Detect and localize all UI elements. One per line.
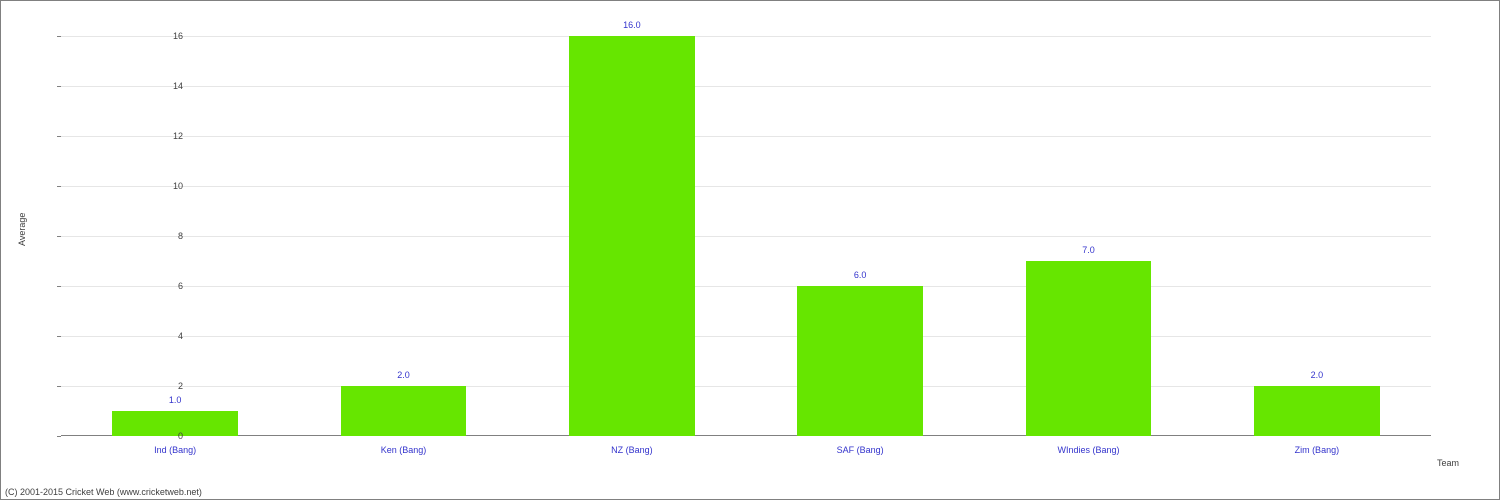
gridline [61, 386, 1431, 387]
y-tick-label: 14 [143, 81, 183, 91]
y-axis-title: Average [17, 213, 27, 246]
bar-value-label: 2.0 [354, 370, 454, 380]
bar [797, 286, 923, 436]
y-tick-mark [57, 336, 61, 337]
x-axis-baseline [61, 435, 1431, 436]
y-tick-label: 2 [143, 381, 183, 391]
bar [1026, 261, 1152, 436]
y-tick-mark [57, 286, 61, 287]
bar [1254, 386, 1380, 436]
bar-value-label: 1.0 [125, 395, 225, 405]
gridline [61, 36, 1431, 37]
bar [569, 36, 695, 436]
y-tick-label: 0 [143, 431, 183, 441]
gridline [61, 136, 1431, 137]
y-tick-label: 10 [143, 181, 183, 191]
y-tick-label: 16 [143, 31, 183, 41]
y-tick-label: 8 [143, 231, 183, 241]
bar-value-label: 16.0 [582, 20, 682, 30]
x-category-label: Ken (Bang) [381, 445, 427, 455]
y-tick-label: 4 [143, 331, 183, 341]
bar-value-label: 7.0 [1039, 245, 1139, 255]
y-tick-label: 6 [143, 281, 183, 291]
x-axis-title: Team [1437, 458, 1459, 468]
gridline [61, 286, 1431, 287]
bar-value-label: 2.0 [1267, 370, 1367, 380]
gridline [61, 186, 1431, 187]
gridline [61, 336, 1431, 337]
x-category-label: Ind (Bang) [154, 445, 196, 455]
gridline [61, 236, 1431, 237]
y-tick-mark [57, 36, 61, 37]
x-category-label: WIndies (Bang) [1057, 445, 1119, 455]
y-tick-label: 12 [143, 131, 183, 141]
y-tick-mark [57, 386, 61, 387]
x-category-label: SAF (Bang) [837, 445, 884, 455]
y-tick-mark [57, 436, 61, 437]
chart-frame: 1.0 2.0 16.0 6.0 7.0 2.0 Average Team (C) 200… [0, 0, 1500, 500]
plot-area: 1.0 2.0 16.0 6.0 7.0 2.0 [61, 16, 1431, 436]
y-tick-mark [57, 236, 61, 237]
bar [341, 386, 467, 436]
y-tick-mark [57, 136, 61, 137]
gridline [61, 86, 1431, 87]
y-tick-mark [57, 186, 61, 187]
x-category-label: Zim (Bang) [1295, 445, 1340, 455]
y-tick-mark [57, 86, 61, 87]
bar-value-label: 6.0 [810, 270, 910, 280]
x-category-label: NZ (Bang) [611, 445, 653, 455]
footer-text: (C) 2001-2015 Cricket Web (www.cricketwe… [5, 487, 202, 497]
